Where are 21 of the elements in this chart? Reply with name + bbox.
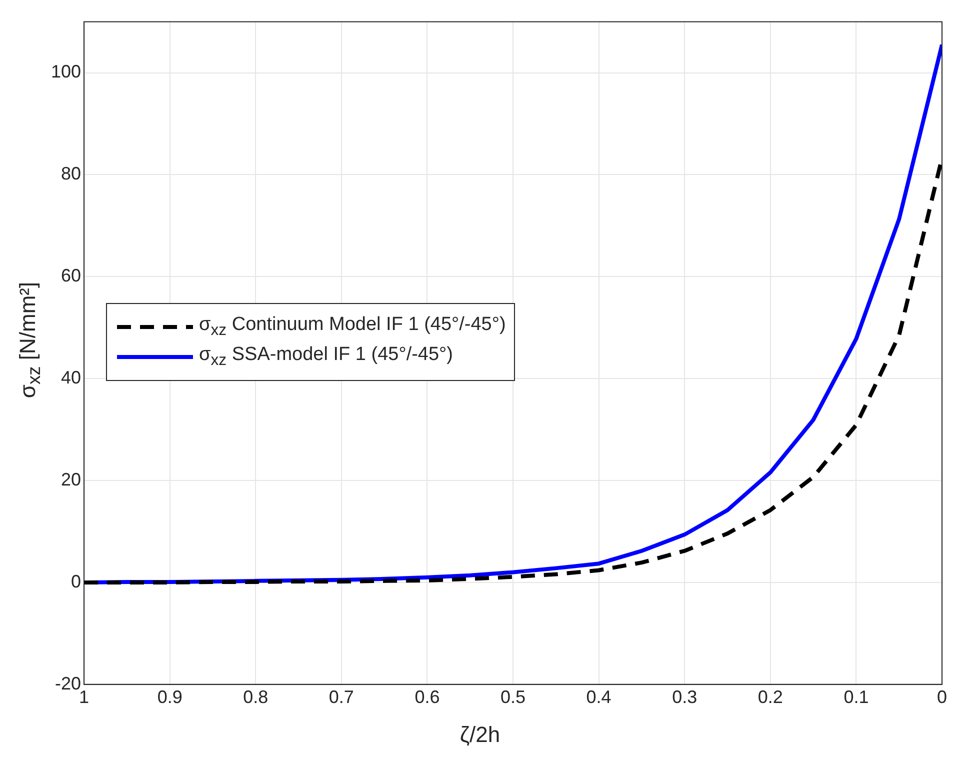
- x-tick-label: 1: [79, 687, 90, 708]
- x-tick-label: 0.4: [586, 687, 612, 708]
- legend-label: σ$_{xz}$ Continuum Model IF 1 (45°/-45°): [199, 314, 506, 340]
- x-axis-title: ζ/2h: [458, 722, 502, 748]
- legend-label: σ$_{xz}$ SSA-model IF 1 (45°/-45°): [199, 344, 453, 370]
- y-tick-label: 100: [50, 62, 82, 82]
- y-tick-label: 60: [61, 266, 82, 286]
- y-tick-label: 40: [61, 368, 82, 388]
- x-tick-label: 0.1: [844, 687, 869, 708]
- x-tick-label: 0.8: [243, 687, 268, 708]
- x-tick-label: 0.2: [758, 687, 783, 708]
- y-tick-label: -20: [55, 673, 82, 694]
- y-tick-label: 20: [61, 469, 82, 490]
- y-tick-label: 80: [61, 164, 82, 184]
- y-tick-label: 0: [71, 571, 82, 592]
- x-tick-label: 0.3: [672, 687, 698, 708]
- x-tick-label: 0.9: [157, 687, 182, 708]
- x-tick-label: 0.6: [414, 687, 440, 708]
- x-tick-label: 0.7: [328, 687, 354, 708]
- x-tick-label: 0: [936, 687, 948, 708]
- x-tick-label: 0.5: [500, 687, 526, 708]
